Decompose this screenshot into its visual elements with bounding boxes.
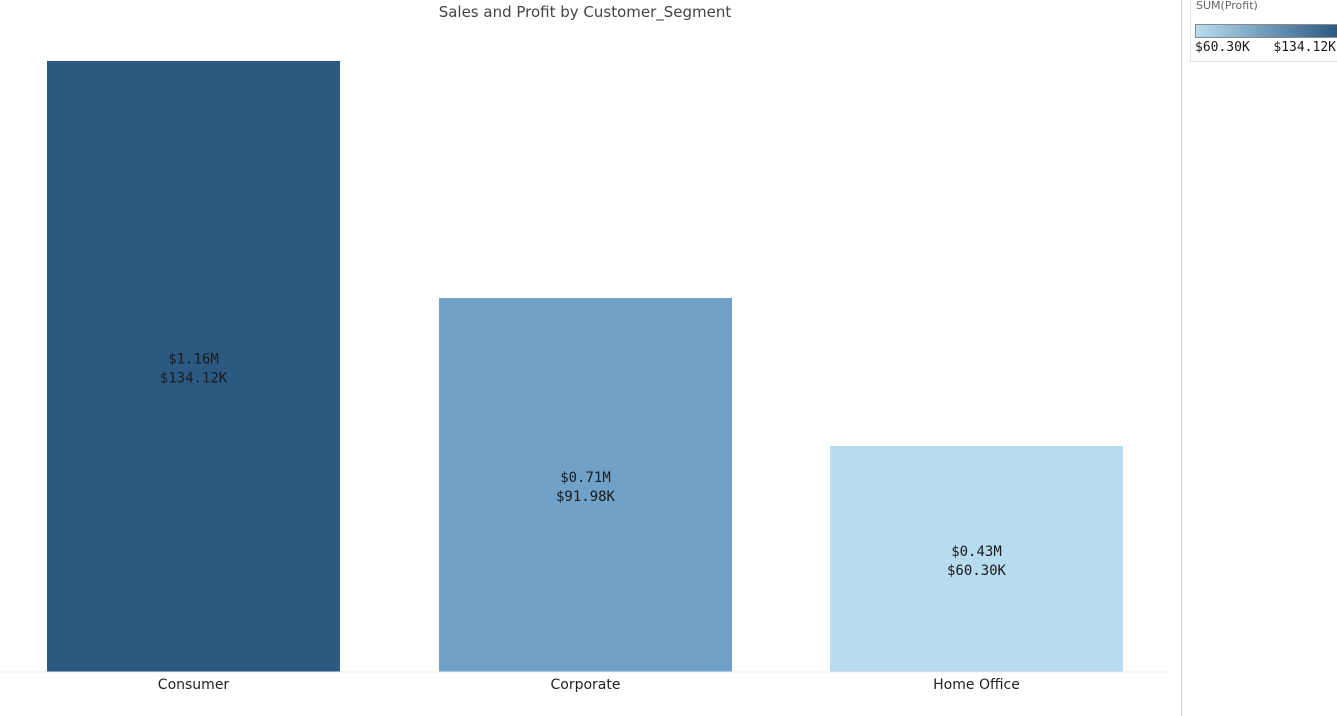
bar-corporate[interactable] (439, 298, 732, 672)
legend-panel: SUM(Profit) $60.30K $134.12K (1181, 0, 1337, 716)
chart-title: Sales and Profit by Customer_Segment (439, 3, 732, 22)
bars-layer: $1.16M $134.12K Consumer $0.71M $91.98K Corpo… (47, 61, 1123, 693)
bar-sales-label: $0.43M (951, 544, 1002, 560)
x-tick-label: Corporate (551, 677, 621, 693)
bar-profit-label: $91.98K (556, 489, 616, 505)
color-legend[interactable]: SUM(Profit) $60.30K $134.12K (1190, 0, 1337, 62)
bar-sales-label: $1.16M (168, 352, 219, 368)
legend-color-ramp (1195, 24, 1337, 38)
bar-profit-label: $134.12K (160, 371, 228, 387)
bar-consumer[interactable] (47, 61, 340, 672)
x-tick-label: Consumer (158, 677, 230, 693)
chart-area: Sales and Profit by Customer_Segment $1.… (0, 3, 1172, 693)
legend-title: SUM(Profit) (1196, 0, 1258, 12)
bar-home-office[interactable] (830, 446, 1123, 672)
bar-sales-label: $0.71M (560, 470, 611, 486)
legend-max-label: $134.12K (1273, 40, 1336, 55)
x-tick-label: Home Office (933, 677, 1020, 693)
legend-min-label: $60.30K (1195, 40, 1250, 55)
bar-profit-label: $60.30K (947, 563, 1007, 579)
